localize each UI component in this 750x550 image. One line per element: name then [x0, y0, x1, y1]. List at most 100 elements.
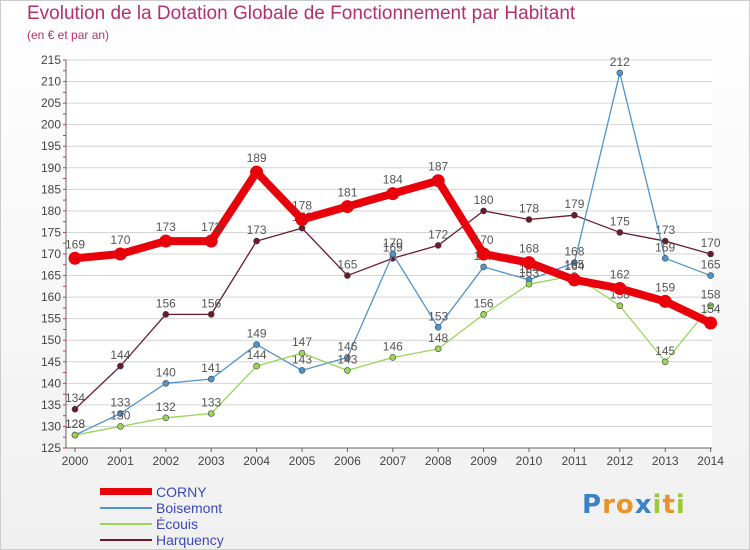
data-point-boisemont	[480, 263, 487, 271]
data-label-harquency: 156	[201, 296, 221, 310]
data-point-boisemont	[616, 69, 624, 77]
x-tick-label: 2008	[425, 454, 452, 468]
data-point-corny	[522, 256, 536, 270]
proxiti-logo: Proxiti	[582, 490, 686, 520]
legend-label-boisemont: Boisemont	[156, 500, 223, 516]
data-label-ecouis: 133	[201, 396, 221, 410]
data-point-harquency	[344, 272, 351, 279]
data-label-corny: 170	[110, 233, 130, 247]
x-tick-label: 2009	[470, 454, 497, 468]
data-point-boisemont	[298, 367, 306, 374]
data-label-corny: 170	[474, 233, 494, 247]
data-label-corny: 189	[247, 151, 267, 165]
data-label-harquency: 170	[701, 236, 721, 250]
data-label-ecouis: 146	[383, 339, 403, 353]
data-label-boisemont: 133	[110, 396, 130, 410]
y-tick-label: 140	[41, 376, 61, 390]
data-point-boisemont	[207, 375, 215, 383]
data-label-corny: 173	[201, 220, 221, 234]
data-label-boisemont: 143	[292, 352, 312, 366]
x-tick-label: 2002	[152, 454, 179, 468]
data-point-harquency	[525, 216, 533, 223]
data-point-boisemont	[571, 259, 578, 266]
data-label-boisemont: 140	[156, 365, 176, 379]
data-point-boisemont	[253, 341, 260, 348]
data-point-boisemont	[162, 380, 170, 387]
data-point-harquency	[571, 211, 578, 219]
data-label-corny: 164	[564, 259, 584, 273]
data-label-boisemont: 168	[564, 245, 584, 259]
data-label-boisemont: 165	[701, 258, 721, 272]
y-tick-label: 170	[41, 247, 61, 261]
data-label-boisemont: 146	[337, 339, 357, 353]
x-tick-label: 2000	[62, 454, 89, 468]
data-point-ecouis	[162, 414, 170, 422]
data-point-boisemont	[344, 354, 351, 361]
x-tick-label: 2012	[606, 454, 633, 468]
data-label-harquency: 178	[519, 202, 539, 216]
data-label-corny: 169	[65, 237, 85, 251]
data-point-corny	[613, 281, 627, 295]
data-label-corny: 178	[292, 199, 312, 213]
logo-letter: P	[582, 490, 603, 520]
data-point-corny	[204, 234, 218, 248]
logo-letter: i	[675, 490, 686, 520]
data-label-ecouis: 148	[428, 331, 448, 345]
x-tick-label: 2013	[652, 454, 679, 468]
data-point-ecouis	[253, 362, 260, 370]
data-label-corny: 181	[337, 186, 357, 200]
data-point-ecouis	[616, 302, 624, 310]
x-tick-label: 2010	[516, 454, 543, 468]
x-tick-label: 2005	[289, 454, 316, 468]
y-tick-label: 145	[41, 355, 61, 369]
data-label-ecouis: 144	[247, 348, 267, 362]
data-point-corny	[295, 213, 309, 227]
data-label-harquency: 172	[428, 227, 448, 241]
y-tick-label: 195	[41, 139, 61, 153]
y-tick-label: 180	[41, 204, 61, 218]
data-point-harquency	[117, 362, 124, 370]
legend-swatch-harquency	[100, 539, 152, 541]
legend-label-corny: CORNY	[156, 484, 207, 500]
data-label-harquency: 156	[156, 296, 176, 310]
y-tick-label: 125	[41, 441, 61, 455]
x-tick-label: 2006	[334, 454, 361, 468]
data-label-harquency: 165	[337, 258, 357, 272]
data-point-boisemont	[707, 272, 714, 279]
data-point-corny	[68, 251, 82, 265]
chart-subtitle: (en € et par an)	[27, 28, 110, 42]
data-point-ecouis	[344, 367, 351, 374]
logo-letter: o	[615, 490, 635, 520]
data-label-boisemont: 153	[428, 309, 448, 323]
y-tick-label: 215	[41, 53, 61, 67]
data-label-harquency: 173	[655, 223, 675, 237]
data-point-ecouis	[661, 358, 669, 366]
y-tick-label: 210	[41, 75, 61, 89]
x-tick-label: 2011	[561, 454, 587, 468]
y-tick-label: 130	[41, 419, 61, 433]
x-tick-label: 2001	[107, 454, 134, 468]
chart-title: Evolution de la Dotation Globale de Fonc…	[27, 3, 576, 24]
data-point-harquency	[661, 237, 669, 245]
data-label-harquency: 134	[65, 391, 85, 405]
data-point-corny	[159, 234, 173, 248]
x-tick-label: 2004	[243, 454, 270, 468]
data-point-corny	[431, 174, 445, 188]
data-label-harquency: 179	[564, 197, 584, 211]
data-label-boisemont: 128	[65, 417, 85, 431]
data-point-harquency	[207, 311, 215, 318]
data-label-corny: 173	[156, 220, 176, 234]
legend-swatch-ecouis	[100, 523, 152, 525]
data-point-ecouis	[71, 431, 79, 439]
data-point-ecouis	[480, 311, 487, 318]
y-tick-label: 185	[41, 182, 61, 196]
data-point-ecouis	[525, 280, 533, 288]
data-label-harquency: 180	[474, 193, 494, 207]
data-point-harquency	[434, 242, 442, 249]
y-tick-label: 165	[41, 269, 61, 283]
data-point-boisemont	[434, 323, 442, 331]
data-label-ecouis: 165	[564, 258, 584, 272]
data-point-corny	[567, 273, 581, 287]
x-tick-label: 2007	[379, 454, 406, 468]
